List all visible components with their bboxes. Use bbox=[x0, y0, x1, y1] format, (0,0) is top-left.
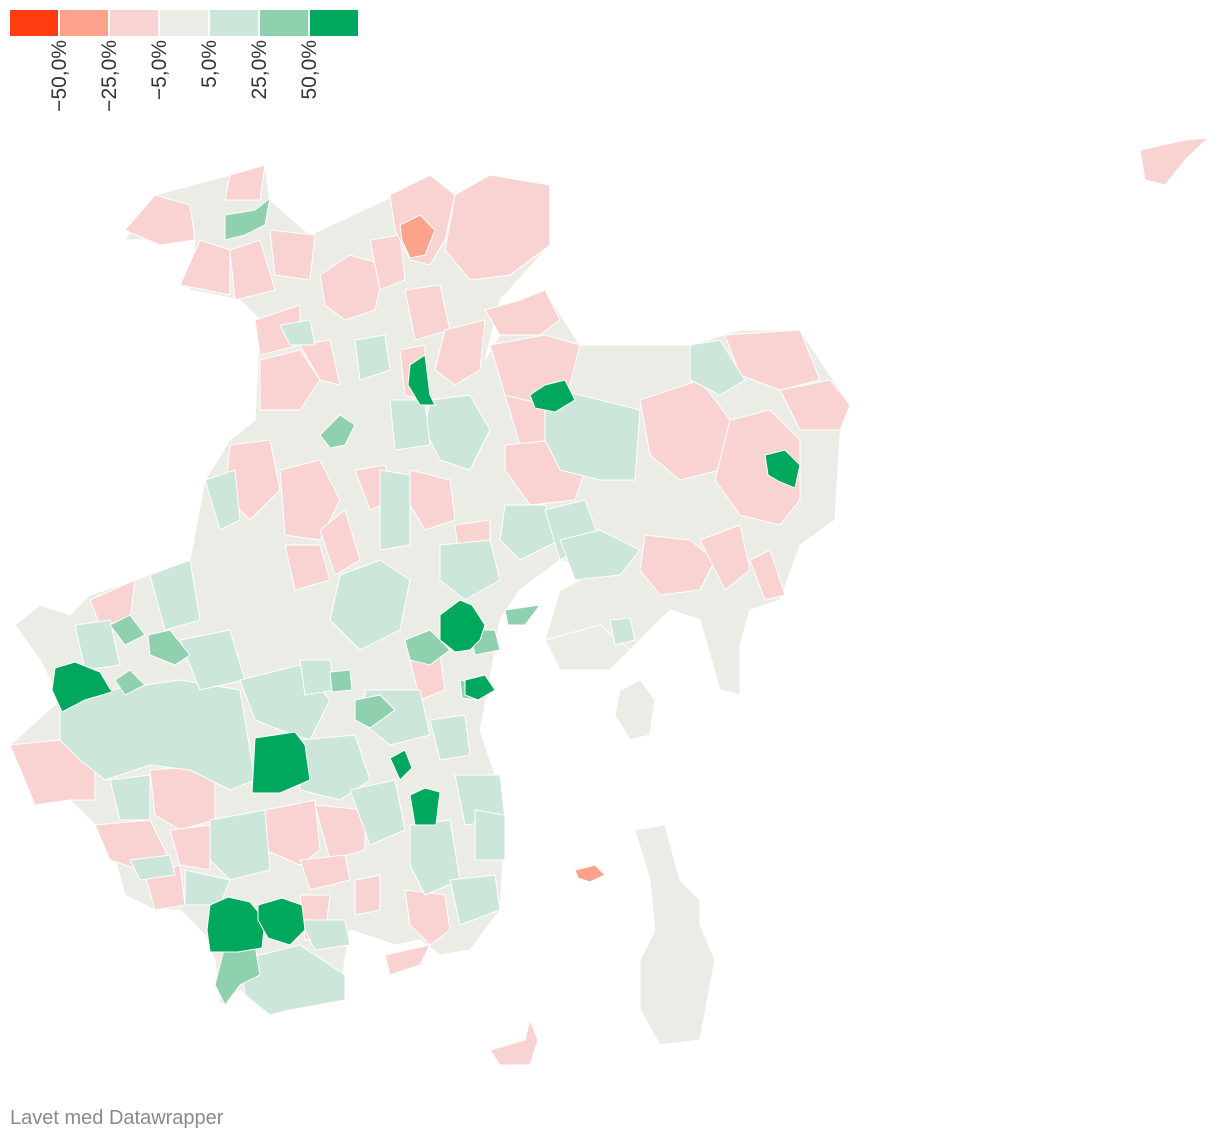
map-region bbox=[259, 349, 321, 411]
map-region bbox=[639, 534, 716, 596]
map-region bbox=[129, 854, 176, 881]
map-region bbox=[319, 254, 386, 321]
map-region bbox=[284, 544, 331, 591]
map-region bbox=[434, 319, 486, 386]
legend-swatch-3 bbox=[110, 10, 158, 36]
map-region bbox=[714, 409, 801, 526]
map-region bbox=[74, 619, 121, 671]
map-region bbox=[169, 824, 211, 871]
map-region bbox=[124, 194, 196, 246]
map-peninsula-tip bbox=[544, 624, 631, 671]
legend-swatch-5 bbox=[210, 10, 258, 36]
map-region bbox=[529, 379, 576, 413]
map-region bbox=[544, 384, 641, 481]
map-region bbox=[319, 509, 361, 576]
map-region bbox=[299, 919, 351, 951]
map-region bbox=[439, 599, 486, 653]
map-region bbox=[329, 669, 353, 693]
map-region bbox=[559, 529, 641, 581]
map-region bbox=[349, 779, 406, 846]
map-region bbox=[699, 524, 751, 591]
map-eastern-island bbox=[634, 824, 716, 1046]
map-region bbox=[279, 319, 316, 346]
map-small-island bbox=[614, 679, 656, 741]
map-region bbox=[389, 399, 431, 451]
map-region bbox=[279, 459, 341, 541]
map-region bbox=[409, 787, 441, 826]
map-region bbox=[384, 944, 431, 976]
map-region bbox=[574, 864, 606, 883]
map-region bbox=[407, 354, 436, 406]
map-region bbox=[779, 379, 851, 431]
map-region bbox=[329, 559, 411, 651]
map-region bbox=[404, 889, 451, 946]
legend-swatch-2 bbox=[60, 10, 108, 36]
map-region bbox=[179, 239, 231, 296]
legend-label: −50,0% bbox=[48, 40, 71, 112]
map-region bbox=[109, 774, 151, 821]
map-region bbox=[464, 674, 496, 701]
map-region bbox=[404, 629, 451, 666]
map-region bbox=[484, 289, 561, 336]
legend-swatch-4 bbox=[160, 10, 208, 36]
map-region bbox=[354, 694, 396, 729]
map-region bbox=[59, 679, 256, 791]
map-region bbox=[299, 339, 341, 386]
map-region bbox=[149, 559, 201, 631]
legend-label: 50,0% bbox=[298, 40, 321, 100]
map-region bbox=[51, 661, 113, 713]
map-region bbox=[379, 469, 411, 551]
map-region bbox=[444, 174, 551, 281]
legend-swatch-1 bbox=[10, 10, 58, 36]
map-region bbox=[257, 897, 306, 946]
map-region bbox=[109, 614, 146, 646]
map-region bbox=[239, 944, 346, 1016]
map-region bbox=[209, 809, 271, 881]
map-region bbox=[251, 731, 311, 794]
map-regions bbox=[9, 137, 1209, 1066]
legend-label: −5,0% bbox=[148, 40, 171, 101]
map-region bbox=[354, 874, 381, 916]
map-region bbox=[314, 804, 366, 861]
map-region bbox=[269, 229, 316, 281]
map-region bbox=[369, 234, 406, 291]
map-region bbox=[749, 549, 786, 601]
legend-swatch-7 bbox=[310, 10, 358, 36]
legend-labels: −50,0% −25,0% −5,0% 5,0% 25,0% 50,0% bbox=[10, 36, 360, 126]
map-region bbox=[354, 334, 391, 381]
legend-swatches bbox=[10, 10, 360, 36]
legend-label: 25,0% bbox=[248, 40, 271, 100]
legend-swatch-6 bbox=[260, 10, 308, 36]
map-region bbox=[764, 449, 801, 489]
map-region bbox=[409, 819, 461, 896]
map-region bbox=[299, 854, 351, 891]
legend-label: 5,0% bbox=[198, 40, 221, 88]
map-region bbox=[489, 1019, 539, 1066]
map-region bbox=[399, 214, 436, 259]
map-region bbox=[204, 469, 241, 531]
map-region bbox=[429, 714, 471, 761]
map-region bbox=[439, 539, 501, 601]
map-region bbox=[299, 659, 336, 696]
map-region bbox=[319, 414, 356, 449]
map-region bbox=[206, 896, 266, 953]
color-legend: −50,0% −25,0% −5,0% 5,0% 25,0% 50,0% bbox=[10, 10, 360, 126]
map-region bbox=[474, 809, 506, 861]
map-region bbox=[499, 504, 561, 561]
credit-text: Lavet med Datawrapper bbox=[10, 1107, 224, 1129]
map-region bbox=[689, 339, 746, 396]
map-region bbox=[229, 239, 276, 301]
map-region bbox=[504, 604, 541, 626]
map-region bbox=[609, 617, 636, 646]
legend-label: −25,0% bbox=[98, 40, 121, 112]
map-region bbox=[114, 669, 146, 696]
map-region bbox=[449, 874, 501, 926]
map-region bbox=[1139, 137, 1209, 186]
map-region bbox=[147, 629, 191, 666]
map-region bbox=[389, 749, 413, 781]
map-landmass bbox=[9, 164, 851, 1046]
map-region bbox=[224, 197, 271, 241]
map-region bbox=[224, 164, 266, 201]
